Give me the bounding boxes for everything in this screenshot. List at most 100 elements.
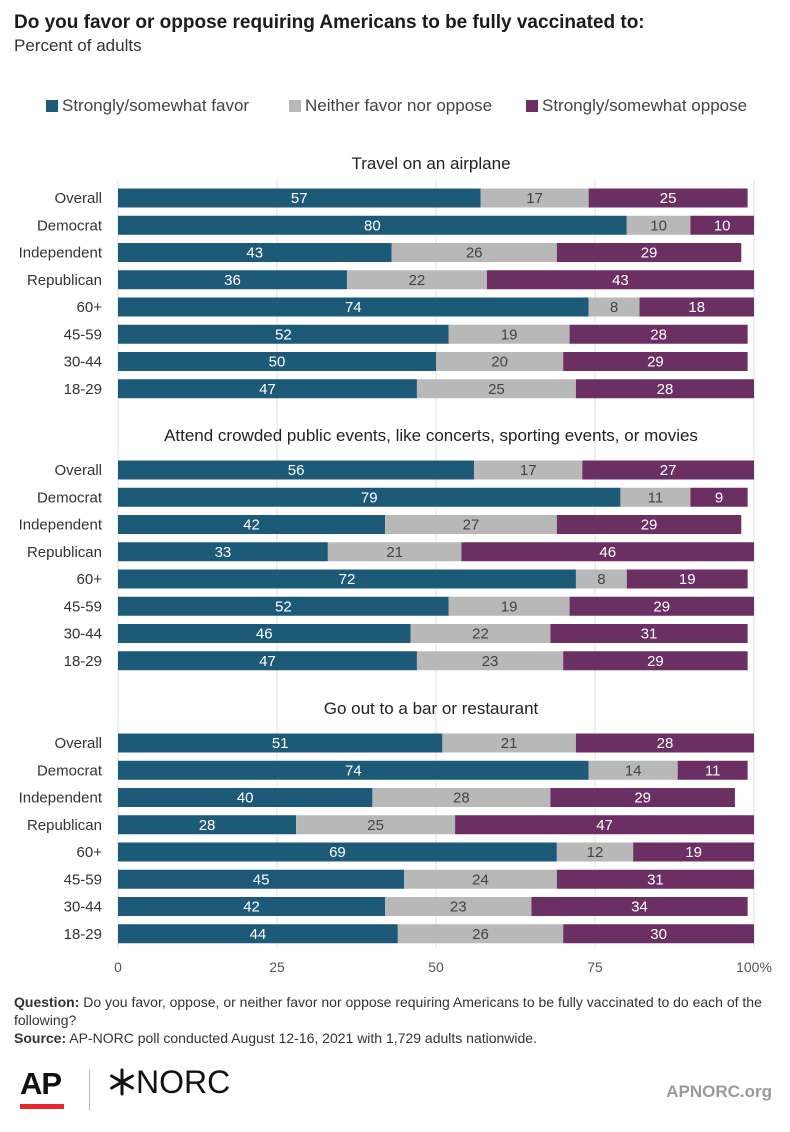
bar-segment-neither	[385, 897, 532, 916]
site-url: APNORC.org	[666, 1082, 772, 1101]
data-label: 56	[288, 462, 305, 479]
data-label: 29	[641, 245, 658, 262]
chart-subtitle: Percent of adults	[14, 36, 142, 55]
data-label: 24	[472, 871, 489, 888]
data-label: 43	[612, 272, 629, 289]
bar-segment-favor	[118, 924, 398, 944]
bar-segment-oppose	[575, 733, 754, 753]
norc-logo-text: NORC	[136, 1064, 231, 1100]
bar-segment-oppose	[556, 515, 742, 534]
bar-segment-favor	[118, 569, 576, 589]
data-label: 10	[714, 217, 731, 234]
bar-segment-oppose	[556, 243, 742, 262]
data-label: 29	[647, 653, 664, 670]
panel-title: Attend crowded public events, like conce…	[164, 426, 698, 445]
data-label: 74	[345, 762, 362, 779]
data-label: 69	[329, 844, 346, 861]
data-label: 29	[641, 517, 658, 534]
bar-segment-neither	[410, 624, 551, 643]
source-text: AP-NORC poll conducted August 12-16, 202…	[69, 1030, 537, 1046]
data-label: 8	[610, 299, 618, 316]
data-label: 44	[250, 926, 267, 943]
bar-segment-favor	[118, 788, 373, 807]
data-label: 52	[275, 326, 292, 343]
bar-segment-oppose	[626, 569, 748, 589]
legend: Strongly/somewhat favor Neither favor no…	[0, 96, 790, 120]
data-label: 17	[526, 190, 543, 207]
row-label: Independent	[19, 517, 103, 534]
data-label: 28	[199, 817, 216, 834]
data-label: 51	[272, 735, 289, 752]
data-label: 23	[450, 899, 467, 916]
bar-segment-favor	[118, 815, 297, 835]
legend-swatch-oppose	[526, 100, 538, 112]
data-label: 22	[472, 626, 489, 643]
panel-title: Travel on an airplane	[351, 154, 510, 173]
bar-segment-neither	[397, 924, 564, 944]
data-label: 46	[256, 626, 273, 643]
legend-swatch-favor	[46, 100, 58, 112]
data-label: 31	[641, 626, 658, 643]
data-label: 31	[647, 871, 664, 888]
data-label: 28	[657, 381, 674, 398]
bar-segment-favor	[118, 352, 436, 371]
bar-segment-neither	[588, 760, 678, 780]
bar-segment-neither	[588, 297, 640, 317]
data-label: 10	[650, 217, 667, 234]
bar-segment-favor	[118, 624, 411, 643]
data-label: 19	[501, 598, 518, 615]
legend-swatch-neither	[289, 100, 301, 112]
bar-segment-neither	[416, 379, 576, 399]
bar-segment-favor	[118, 542, 328, 562]
data-label: 46	[599, 544, 616, 561]
bar-segment-neither	[404, 869, 557, 889]
ap-logo: AP	[20, 1066, 62, 1101]
row-label: 60+	[77, 571, 103, 588]
bar-segment-neither	[346, 270, 487, 290]
bar-segment-oppose	[550, 788, 735, 807]
bar-segment-favor	[118, 842, 557, 862]
bar-segment-oppose	[550, 624, 748, 643]
bar-segment-favor	[118, 243, 392, 262]
data-label: 40	[237, 790, 254, 807]
data-label: 19	[679, 571, 696, 588]
data-label: 45	[253, 871, 270, 888]
data-label: 50	[269, 354, 286, 371]
data-label: 26	[472, 926, 489, 943]
data-label: 25	[488, 381, 505, 398]
data-label: 21	[386, 544, 403, 561]
data-label: 28	[657, 735, 674, 752]
bar-segment-neither	[391, 243, 557, 262]
data-label: 34	[631, 899, 648, 916]
data-label: 52	[275, 598, 292, 615]
bar-segment-oppose	[455, 815, 754, 835]
data-label: 74	[345, 299, 362, 316]
bar-segment-neither	[296, 815, 456, 835]
bar-segment-oppose	[575, 379, 754, 399]
data-label: 47	[596, 817, 613, 834]
data-label: 57	[291, 190, 308, 207]
data-label: 79	[361, 489, 378, 506]
bar-segment-neither	[474, 460, 583, 480]
data-label: 19	[501, 326, 518, 343]
bar-segment-favor	[118, 651, 417, 671]
row-label: Democrat	[37, 762, 103, 779]
bar-segment-favor	[118, 379, 417, 399]
bar-segment-oppose	[563, 651, 748, 671]
norc-star-icon	[110, 1068, 134, 1096]
data-label: 80	[364, 217, 381, 234]
bar-segment-favor	[118, 487, 621, 507]
row-label: 18-29	[64, 653, 102, 670]
data-label: 27	[660, 462, 677, 479]
bar-segment-neither	[385, 515, 557, 534]
data-label: 25	[660, 190, 677, 207]
bar-segment-neither	[448, 324, 570, 344]
source-label: Source:	[14, 1030, 67, 1046]
x-tick-label: 50	[428, 959, 444, 975]
data-label: 9	[715, 489, 723, 506]
data-label: 33	[215, 544, 232, 561]
row-label: 30-44	[64, 899, 102, 916]
legend-label-neither: Neither favor nor oppose	[305, 96, 493, 115]
data-label: 42	[243, 517, 260, 534]
bar-segment-favor	[118, 897, 386, 916]
